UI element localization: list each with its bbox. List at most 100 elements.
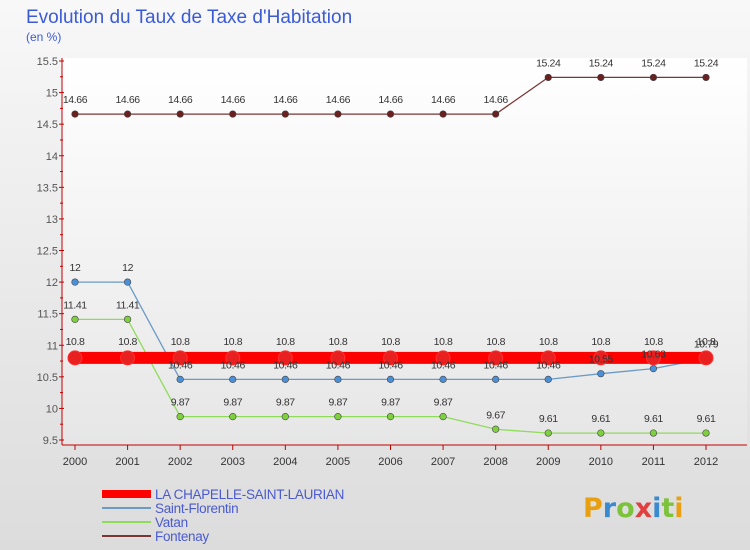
x-tick-label: 2004 [273,456,297,468]
data-point [123,110,132,118]
data-point [71,278,79,286]
data-point [597,429,605,437]
x-tick-label: 2005 [326,456,350,468]
data-label: 10.46 [221,359,246,371]
data-point [544,429,552,437]
proxiti-watermark: Proxiti [583,493,684,524]
data-label: 10.8 [276,336,295,348]
x-tick-label: 2011 [642,456,666,468]
data-point [67,350,83,366]
data-label: 10.8 [539,336,558,348]
watermark-letter: r [603,493,617,524]
watermark-letter: P [583,493,603,524]
data-point [593,350,609,366]
y-axis-unit-label: (en %) [26,30,61,44]
data-point [540,350,556,366]
data-point [120,350,136,366]
data-point [645,350,661,366]
data-point [277,350,293,366]
data-label: 9.87 [276,397,295,409]
y-tick-label: 11 [47,340,58,352]
data-label: 10.46 [168,359,193,371]
data-label: 10.8 [644,336,663,348]
chart-title: Evolution du Taux de Taxe d'Habitation [26,7,352,28]
data-point [383,350,398,366]
data-point [439,110,447,118]
data-point [597,370,605,378]
watermark-letter: x [635,493,652,524]
data-point [439,375,447,383]
data-label: 14.66 [484,94,509,106]
x-tick-label: 2003 [221,456,245,468]
data-point [123,278,132,286]
data-point [702,429,710,437]
x-tick-label: 2012 [694,456,718,468]
watermark-letter: i [674,493,683,524]
axes: 9.5 10 10.5 11 11.5 12 12.5 13 13.5 14 14.5 15 15.5 2… [37,56,747,468]
data-label: 9.67 [486,409,505,421]
data-point [281,375,289,383]
data-point [492,375,500,383]
data-point [544,375,552,383]
data-point [71,315,79,323]
y-tick-label: 11.5 [37,309,58,321]
data-point [330,350,346,366]
data-label: 9.87 [223,397,242,409]
legend-label: LA CHAPELLE-SAINT-LAURIAN [155,487,344,502]
data-point [649,365,658,373]
data-label: 10.8 [381,336,400,348]
data-point [698,350,714,366]
data-label: 14.66 [221,94,246,106]
data-point [649,73,658,82]
data-label: 10.46 [378,359,403,371]
y-tick-label: 12.5 [37,246,58,258]
y-tick-label: 9.5 [43,435,58,447]
data-label: 15.24 [694,57,719,69]
series-layer [67,73,714,437]
data-label: 10.46 [273,359,298,371]
data-label: 9.87 [381,397,400,409]
data-label: 10.8 [118,336,137,348]
data-label: 9.87 [434,397,453,409]
data-label: 10.46 [326,359,351,371]
x-tick-label: 2002 [168,456,192,468]
data-label: 14.66 [168,94,193,106]
y-tick-label: 13.5 [37,182,58,194]
y-tick-label: 10.5 [37,372,58,384]
data-label: 11.41 [116,299,140,311]
data-label: 9.61 [591,413,610,425]
data-label: 10.8 [434,336,453,348]
data-label: 9.87 [328,397,347,409]
data-label: 10.8 [66,336,85,348]
data-point [492,425,500,433]
y-tick-label: 14 [46,151,58,163]
data-point [229,110,237,118]
data-point [435,350,451,366]
data-point [176,110,184,118]
data-point [334,413,342,421]
x-tick-label: 2010 [589,456,613,468]
data-label: 15.24 [536,57,561,69]
y-tick-label: 12 [46,277,58,289]
data-point [702,73,710,82]
data-point [492,110,500,118]
data-label: 10.8 [223,336,242,348]
x-tick-label: 2008 [483,456,507,468]
y-tick-label: 15.5 [37,56,58,68]
x-tick-label: 2006 [378,456,402,468]
data-label: 14.66 [326,94,351,106]
data-label: 10.79 [694,339,719,351]
data-label: 10.8 [486,336,505,348]
x-tick-label: 2007 [431,456,455,468]
data-point [123,315,132,323]
data-point [176,413,184,421]
data-label: 9.61 [697,413,716,425]
data-point [229,413,237,421]
data-label: 14.66 [273,94,298,106]
legend-label: Fontenay [155,529,209,544]
data-point [281,413,289,421]
legend-label: Saint-Florentin [155,501,238,516]
data-label: 15.24 [641,57,666,69]
data-point [439,413,447,421]
